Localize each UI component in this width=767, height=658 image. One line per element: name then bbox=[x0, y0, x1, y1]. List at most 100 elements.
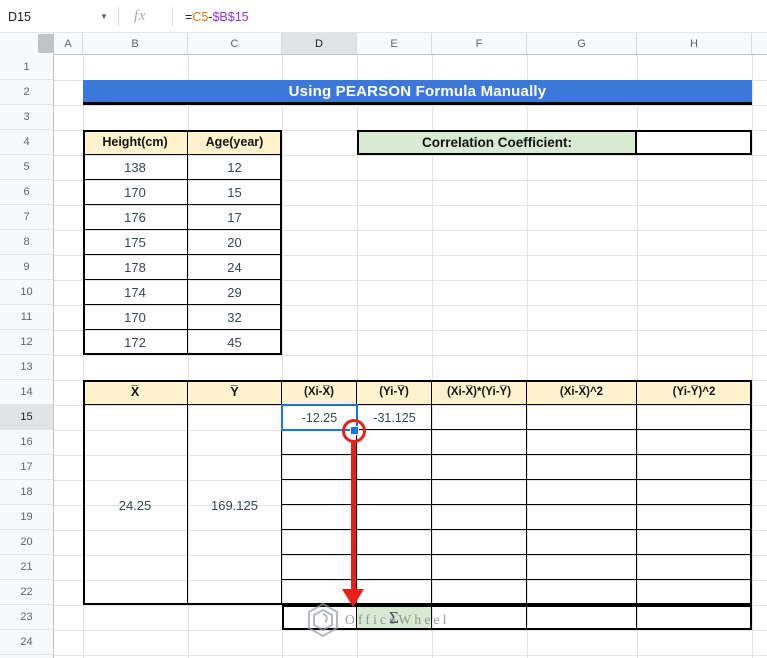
column-header-c[interactable]: C bbox=[188, 33, 282, 54]
column-header-d[interactable]: D bbox=[282, 33, 357, 54]
correlation-label-cell[interactable]: Correlation Coefficient: bbox=[357, 130, 637, 155]
row-header-1[interactable]: 1 bbox=[0, 55, 53, 80]
calc-cell[interactable] bbox=[432, 405, 527, 430]
data-table-cell[interactable]: 172 bbox=[83, 330, 188, 355]
data-table-header[interactable]: Age(year) bbox=[188, 130, 282, 155]
data-table-cell[interactable]: 175 bbox=[83, 230, 188, 255]
title-banner-cell[interactable]: Using PEARSON Formula Manually bbox=[83, 80, 752, 105]
data-table-cell[interactable]: 138 bbox=[83, 155, 188, 180]
row-header-17[interactable]: 17 bbox=[0, 455, 53, 480]
row-header-6[interactable]: 6 bbox=[0, 180, 53, 205]
calc-cell[interactable] bbox=[432, 480, 527, 505]
calc-cell[interactable] bbox=[527, 505, 637, 530]
calc-cell[interactable] bbox=[637, 430, 752, 455]
calc-cell[interactable] bbox=[527, 430, 637, 455]
data-table-cell[interactable]: 12 bbox=[188, 155, 282, 180]
data-table-cell[interactable]: 178 bbox=[83, 255, 188, 280]
calc-cell[interactable] bbox=[282, 505, 357, 530]
row-header-22[interactable]: 22 bbox=[0, 580, 53, 605]
calc-sum-cell[interactable] bbox=[637, 605, 752, 630]
calc-table-header[interactable]: (Yi-Y̅) bbox=[357, 380, 432, 405]
calc-cell[interactable] bbox=[282, 555, 357, 580]
data-table-cell[interactable]: 24 bbox=[188, 255, 282, 280]
cell-d15-value[interactable]: -12.25 bbox=[301, 410, 338, 425]
calc-cell[interactable] bbox=[637, 555, 752, 580]
row-header-23[interactable]: 23 bbox=[0, 605, 53, 630]
row-header-16[interactable]: 16 bbox=[0, 430, 53, 455]
calc-cell[interactable] bbox=[432, 430, 527, 455]
data-table-cell[interactable]: 45 bbox=[188, 330, 282, 355]
calc-cell[interactable] bbox=[637, 480, 752, 505]
calc-sum-cell[interactable] bbox=[432, 605, 527, 630]
calc-cell[interactable] bbox=[527, 480, 637, 505]
row-header-10[interactable]: 10 bbox=[0, 280, 53, 305]
calc-table-header[interactable]: (Xi-X̅) bbox=[282, 380, 357, 405]
calc-table-header[interactable]: X̅ bbox=[83, 380, 188, 405]
data-table-cell[interactable]: 170 bbox=[83, 180, 188, 205]
calc-cell[interactable] bbox=[282, 455, 357, 480]
select-all-corner[interactable] bbox=[0, 33, 54, 55]
row-header-24[interactable]: 24 bbox=[0, 630, 53, 655]
cell-e15-value[interactable]: -31.125 bbox=[373, 410, 416, 425]
row-header-15[interactable]: 15 bbox=[0, 405, 53, 430]
row-header-9[interactable]: 9 bbox=[0, 255, 53, 280]
calc-sum-cell[interactable] bbox=[282, 605, 357, 630]
calc-cell[interactable] bbox=[357, 480, 432, 505]
calc-cell[interactable] bbox=[527, 455, 637, 480]
row-header-5[interactable]: 5 bbox=[0, 155, 53, 180]
data-table-cell[interactable]: 32 bbox=[188, 305, 282, 330]
data-table-cell[interactable]: 17 bbox=[188, 205, 282, 230]
calc-cell[interactable] bbox=[357, 455, 432, 480]
calc-cell[interactable] bbox=[432, 530, 527, 555]
calc-cell[interactable] bbox=[432, 455, 527, 480]
row-header-4[interactable]: 4 bbox=[0, 130, 53, 155]
correlation-value-cell[interactable] bbox=[637, 130, 752, 155]
data-table-cell[interactable]: 170 bbox=[83, 305, 188, 330]
row-header-2[interactable]: 2 bbox=[0, 80, 53, 105]
data-table-cell[interactable]: 15 bbox=[188, 180, 282, 205]
row-header-11[interactable]: 11 bbox=[0, 305, 53, 330]
calc-cell[interactable] bbox=[357, 405, 432, 430]
calc-cell[interactable] bbox=[637, 505, 752, 530]
data-table-cell[interactable]: 174 bbox=[83, 280, 188, 305]
data-table-cell[interactable]: 176 bbox=[83, 205, 188, 230]
calc-cell[interactable] bbox=[432, 555, 527, 580]
calc-cell[interactable] bbox=[357, 505, 432, 530]
calc-cell[interactable] bbox=[282, 480, 357, 505]
calc-cell[interactable] bbox=[527, 405, 637, 430]
row-header-3[interactable]: 3 bbox=[0, 105, 53, 130]
chevron-down-icon[interactable]: ▼ bbox=[100, 12, 108, 21]
calc-cell[interactable] bbox=[527, 555, 637, 580]
column-header-a[interactable]: A bbox=[54, 33, 83, 54]
column-header-g[interactable]: G bbox=[527, 33, 637, 54]
column-header-f[interactable]: F bbox=[432, 33, 527, 54]
row-header-13[interactable]: 13 bbox=[0, 355, 53, 380]
x-mean-merged-cell[interactable]: 24.25 bbox=[83, 405, 188, 605]
row-header-18[interactable]: 18 bbox=[0, 480, 53, 505]
calc-cell[interactable] bbox=[282, 430, 357, 455]
calc-cell[interactable] bbox=[432, 505, 527, 530]
row-header-20[interactable]: 20 bbox=[0, 530, 53, 555]
calc-cell[interactable] bbox=[637, 405, 752, 430]
calc-sum-cell[interactable] bbox=[527, 605, 637, 630]
row-header-14[interactable]: 14 bbox=[0, 380, 53, 405]
calc-table-header[interactable]: (Xi-X̅)*(Yi-Y̅) bbox=[432, 380, 527, 405]
column-header-b[interactable]: B bbox=[83, 33, 188, 54]
calc-table-header[interactable]: (Xi-X̅)^2 bbox=[527, 380, 637, 405]
calc-cell[interactable] bbox=[357, 530, 432, 555]
row-header-12[interactable]: 12 bbox=[0, 330, 53, 355]
calc-table-header[interactable]: Y̅ bbox=[188, 380, 282, 405]
data-table-header[interactable]: Height(cm) bbox=[83, 130, 188, 155]
column-header-e[interactable]: E bbox=[357, 33, 432, 54]
y-mean-merged-cell[interactable]: 169.125 bbox=[188, 405, 282, 605]
calc-table-header[interactable]: (Yi-Y̅)^2 bbox=[637, 380, 752, 405]
row-header-19[interactable]: 19 bbox=[0, 505, 53, 530]
calc-cell[interactable] bbox=[357, 580, 432, 605]
calc-cell[interactable] bbox=[527, 580, 637, 605]
formula-input[interactable]: = C5- $B$15 bbox=[185, 0, 249, 33]
calc-cell[interactable] bbox=[282, 530, 357, 555]
row-header-7[interactable]: 7 bbox=[0, 205, 53, 230]
calc-cell[interactable] bbox=[527, 530, 637, 555]
sum-sigma-cell[interactable]: Σ bbox=[357, 605, 432, 630]
calc-cell[interactable] bbox=[357, 430, 432, 455]
